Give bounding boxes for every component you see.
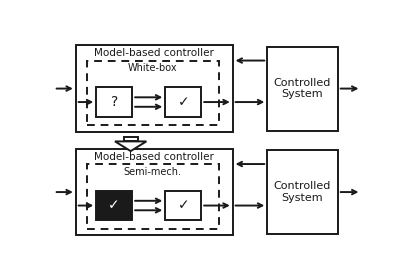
- Polygon shape: [115, 141, 146, 151]
- Bar: [267, 150, 338, 234]
- Bar: [165, 87, 201, 116]
- Text: Controlled
System: Controlled System: [274, 78, 331, 99]
- Bar: [165, 191, 201, 220]
- Bar: [76, 45, 232, 132]
- Bar: [96, 87, 132, 116]
- Text: Model-based controller: Model-based controller: [94, 151, 214, 162]
- Bar: [267, 46, 338, 130]
- Text: ✓: ✓: [109, 199, 120, 213]
- Text: ✓: ✓: [177, 95, 189, 109]
- Bar: [76, 149, 232, 235]
- Text: Controlled
System: Controlled System: [274, 181, 331, 203]
- Bar: [96, 191, 132, 220]
- Bar: [87, 164, 219, 229]
- Text: White-box: White-box: [128, 63, 177, 73]
- Text: ✓: ✓: [177, 199, 189, 213]
- Bar: [124, 137, 138, 141]
- Text: Semi-mech.: Semi-mech.: [124, 167, 181, 177]
- Text: Model-based controller: Model-based controller: [94, 48, 214, 58]
- Text: ?: ?: [111, 95, 118, 109]
- Bar: [87, 60, 219, 125]
